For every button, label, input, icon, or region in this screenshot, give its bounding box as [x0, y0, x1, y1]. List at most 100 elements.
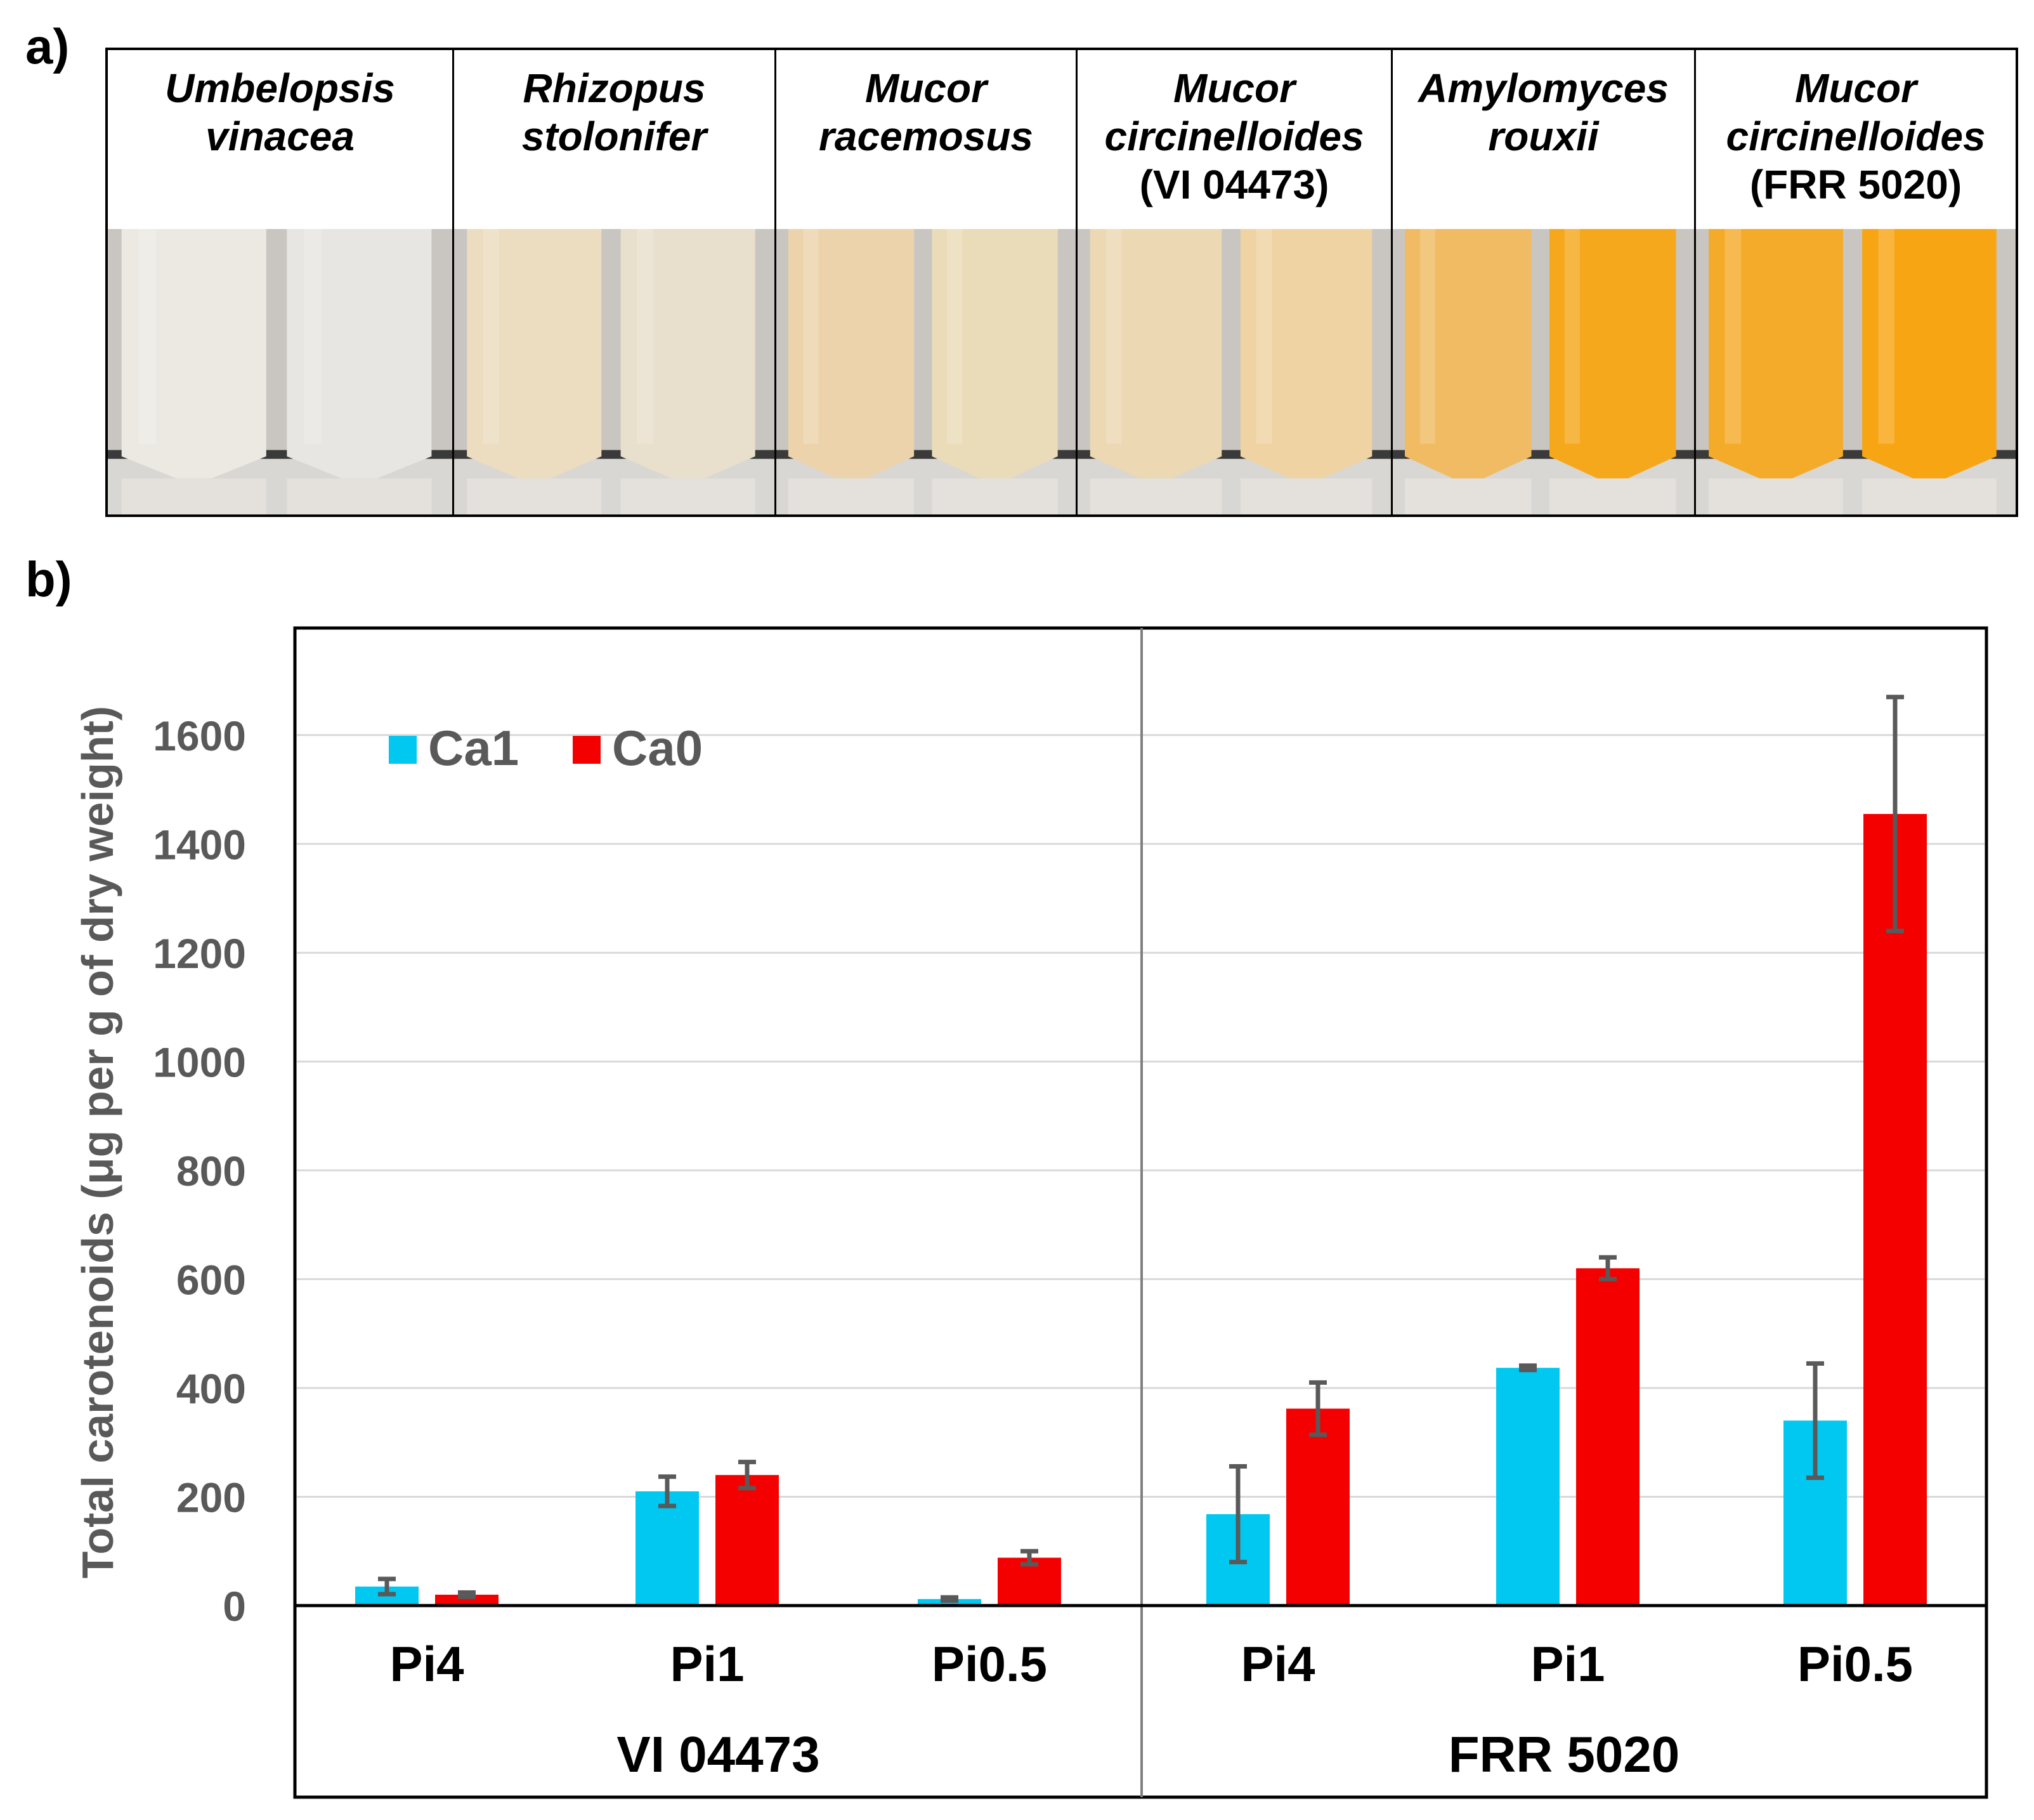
tube-base	[287, 478, 432, 514]
legend-swatch-ca1	[389, 736, 417, 764]
tube-highlight	[304, 229, 322, 444]
culture-tube	[1240, 229, 1372, 479]
species-genus: Amylomyces	[1418, 65, 1669, 111]
tube-highlight	[1878, 229, 1894, 444]
tube-highlight	[1105, 229, 1122, 444]
legend-swatch-ca0	[573, 736, 601, 764]
tubes-image	[454, 229, 774, 514]
tube-highlight	[1564, 229, 1580, 444]
species-tubes-photo	[776, 229, 1076, 514]
tube-highlight	[637, 229, 653, 444]
tube-highlight	[803, 229, 819, 444]
y-tick-label: 600	[176, 1256, 246, 1303]
tube-highlight	[483, 229, 500, 444]
y-tick-label: 1400	[153, 821, 246, 868]
y-tick-label: 1600	[153, 712, 246, 759]
tube-base	[1709, 478, 1843, 514]
culture-tube	[467, 229, 602, 479]
bar-ca0	[1863, 814, 1927, 1606]
tube-highlight	[1724, 229, 1741, 444]
bar-ca1	[1496, 1368, 1560, 1606]
species-genus: Mucor	[1173, 65, 1295, 111]
tube-base	[1405, 478, 1532, 514]
bar-ca0	[1286, 1408, 1350, 1606]
tube-base	[1549, 478, 1676, 514]
species-epithet: circinelloides	[1104, 114, 1364, 159]
species-tubes-photo	[1078, 229, 1391, 514]
culture-tube	[1549, 229, 1676, 479]
species-tubes-photo	[108, 229, 452, 514]
species-genus: Umbelopsis	[165, 65, 395, 111]
y-tick-label: 0	[223, 1583, 246, 1630]
tube-highlight	[1256, 229, 1272, 444]
x-category-label: Pi0.5	[932, 1636, 1047, 1692]
species-column: Rhizopus stolonifer	[454, 50, 776, 514]
species-name: Amylomyces rouxii	[1393, 64, 1694, 160]
species-genus: Mucor	[1795, 65, 1917, 111]
carotenoid-bar-chart: 0 200 400 600 800 1000 1200 1400 1600 Total carot…	[73, 626, 1988, 1799]
culture-tube	[287, 229, 432, 479]
species-genus: Mucor	[865, 65, 987, 111]
tube-base	[620, 478, 755, 514]
y-tick-label: 200	[176, 1474, 246, 1521]
bar-ca1	[636, 1491, 699, 1606]
panel-b-label: b)	[25, 551, 72, 607]
species-epithet: stolonifer	[521, 114, 707, 159]
panel-a-label: a)	[25, 18, 70, 74]
species-name: Mucor circinelloides (FRR 5020)	[1696, 64, 2016, 209]
culture-tube	[1405, 229, 1532, 479]
x-group-label: FRR 5020	[1449, 1726, 1680, 1783]
y-tick-label: 1200	[153, 930, 246, 977]
species-epithet: racemosus	[819, 114, 1033, 159]
species-name: Mucor circinelloides (VI 04473)	[1078, 64, 1391, 209]
y-tick-label: 800	[176, 1148, 246, 1195]
species-name: Rhizopus stolonifer	[454, 64, 774, 160]
y-tick-label: 400	[176, 1365, 246, 1412]
species-column: Umbelopsis vinacea	[108, 50, 454, 514]
culture-tube	[1090, 229, 1222, 479]
species-epithet: rouxii	[1488, 114, 1599, 159]
tubes-image	[776, 229, 1076, 514]
species-epithet: vinacea	[205, 114, 355, 159]
bar-ca0	[1576, 1268, 1640, 1606]
x-category-label: Pi4	[1241, 1636, 1315, 1692]
tubes-image	[108, 229, 452, 514]
tube-base	[1240, 478, 1372, 514]
culture-tube	[620, 229, 755, 479]
y-axis-title: Total carotenoids (μg per g of dry weigh…	[73, 706, 122, 1578]
bar-ca0	[715, 1475, 779, 1606]
species-column: Amylomyces rouxii	[1393, 50, 1696, 514]
species-name: Umbelopsis vinacea	[108, 64, 452, 160]
x-group-label: VI 04473	[616, 1726, 819, 1783]
tube-highlight	[139, 229, 157, 444]
species-epithet: circinelloides	[1726, 114, 1986, 159]
culture-tube	[1709, 229, 1843, 479]
tube-base	[467, 478, 602, 514]
tube-base	[788, 478, 915, 514]
species-strain: (VI 04473)	[1139, 162, 1329, 207]
x-category-label: Pi1	[670, 1636, 744, 1692]
culture-tube	[121, 229, 266, 479]
tubes-image	[1078, 229, 1391, 514]
legend-label-ca0: Ca0	[612, 720, 703, 776]
culture-photo-panel: Umbelopsis vinacea Rhizopus stolonifer M…	[105, 48, 2018, 517]
species-tubes-photo	[1696, 229, 2016, 514]
tube-highlight	[1419, 229, 1435, 444]
species-column: Mucor circinelloides (FRR 5020)	[1696, 50, 2016, 514]
bar-ca0	[435, 1594, 499, 1606]
species-genus: Rhizopus	[523, 65, 706, 111]
species-name: Mucor racemosus	[776, 64, 1076, 160]
species-strain: (FRR 5020)	[1749, 162, 1962, 207]
species-tubes-photo	[1393, 229, 1694, 514]
tubes-image	[1393, 229, 1694, 514]
culture-tube	[932, 229, 1058, 479]
x-category-label: Pi0.5	[1797, 1636, 1913, 1692]
species-column: Mucor racemosus	[776, 50, 1078, 514]
x-category-label: Pi4	[389, 1636, 464, 1692]
tube-base	[121, 478, 266, 514]
tube-base	[1862, 478, 1997, 514]
tube-base	[932, 478, 1058, 514]
tubes-image	[1696, 229, 2016, 514]
tube-base	[1090, 478, 1222, 514]
tube-highlight	[947, 229, 963, 444]
